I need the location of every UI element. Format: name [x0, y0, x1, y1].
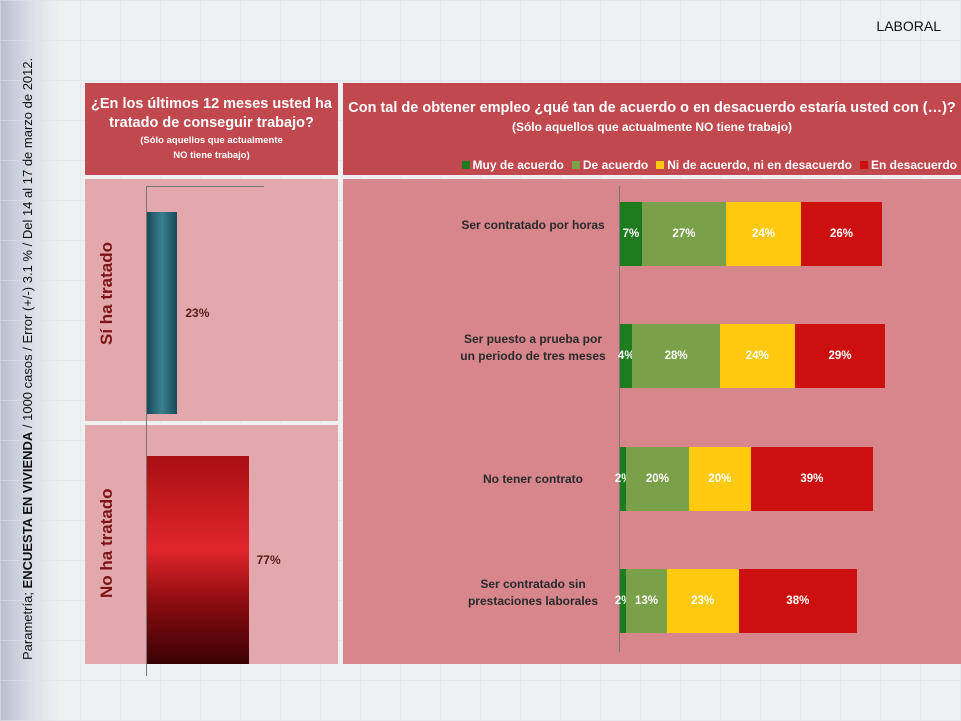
- data-label: 7%: [622, 228, 640, 240]
- data-label: 27%: [672, 228, 696, 240]
- data-label: 77%: [256, 553, 281, 567]
- legend-item: Ni de acuerdo, ni en desacuerdo: [656, 158, 852, 172]
- data-label: 24%: [752, 228, 776, 240]
- data-label: 29%: [828, 350, 852, 362]
- legend-swatch: [571, 161, 580, 169]
- bar-segment: 13%: [626, 569, 667, 633]
- data-label: 28%: [664, 350, 688, 362]
- category-label: Ser contratado sin prestaciones laborale…: [467, 576, 599, 608]
- category-label: Ser puesto a prueba por un periodo de tr…: [460, 331, 606, 363]
- left-chart-header: ¿En los últimos 12 meses usted ha tratad…: [85, 83, 338, 175]
- data-label: 39%: [800, 473, 824, 485]
- data-label: 23%: [185, 306, 210, 320]
- legend-swatch: [461, 161, 470, 169]
- row-label-no: No ha tratado: [97, 488, 116, 598]
- right-axis: [619, 186, 620, 652]
- bar-segment: 39%: [751, 447, 873, 511]
- data-label: 26%: [829, 228, 854, 240]
- left-chart-subtitle-2: NO tiene trabajo): [173, 150, 250, 161]
- legend-item: De acuerdo: [571, 158, 649, 172]
- legend-label: En desacuerdo: [870, 158, 957, 172]
- legend-item: Muy de acuerdo: [461, 158, 564, 172]
- legend-label: Ni de acuerdo, ni en desacuerdo: [667, 158, 852, 172]
- data-label: 4%: [617, 350, 635, 362]
- section-label: LABORAL: [876, 18, 941, 34]
- bar-segment: 27%: [641, 202, 727, 266]
- data-label: 13%: [634, 595, 659, 607]
- category-label: No tener contrato: [482, 471, 583, 486]
- bar-segment: 7%: [620, 202, 642, 266]
- bar-segment: 4%: [617, 324, 635, 388]
- source-note: Parametría; ENCUESTA EN VIVIENDA / 1000 …: [20, 57, 35, 660]
- bar-segment: 23%: [666, 569, 739, 633]
- bar-segment: 24%: [719, 324, 795, 388]
- bar-segment: 20%: [626, 447, 689, 511]
- right-chart-title: Con tal de obtener empleo ¿qué tan de ac…: [348, 100, 956, 116]
- bar-yes: [147, 212, 178, 414]
- legend-swatch: [859, 161, 868, 169]
- bar-segment: 20%: [688, 447, 752, 511]
- left-panel-yes: [85, 179, 338, 421]
- data-label: 38%: [786, 595, 810, 607]
- bar-no: [147, 456, 249, 664]
- legend-label: Muy de acuerdo: [472, 158, 564, 172]
- legend-swatch: [656, 161, 665, 169]
- data-label: 23%: [691, 595, 715, 607]
- legend-item: En desacuerdo: [859, 158, 957, 172]
- bar-segment: 28%: [632, 324, 720, 388]
- data-label: 20%: [645, 473, 669, 485]
- row-label-yes: Sí ha tratado: [97, 242, 116, 345]
- left-top-axis: [146, 186, 264, 187]
- chart-legend: Muy de acuerdo De acuerdo Ni de acuerdo, n…: [461, 158, 957, 172]
- data-label: 24%: [745, 350, 769, 362]
- bar-segment: 26%: [800, 202, 883, 266]
- bar-segment: 29%: [794, 324, 886, 388]
- category-label: Ser contratado por horas: [461, 218, 605, 232]
- left-chart-subtitle-1: (Sólo aquellos que actualmente: [140, 135, 283, 146]
- data-label: 20%: [708, 473, 732, 485]
- left-axis: [146, 186, 147, 676]
- bar-segment: 38%: [738, 569, 858, 633]
- legend-label: De acuerdo: [582, 158, 649, 172]
- bar-segment: 24%: [726, 202, 801, 266]
- right-chart-subtitle: (Sólo aquellos que actualmente NO tiene …: [511, 120, 793, 134]
- right-chart-header: Con tal de obtener empleo ¿qué tan de ac…: [343, 83, 961, 175]
- left-chart-title: ¿En los últimos 12 meses usted ha tratad…: [91, 96, 332, 131]
